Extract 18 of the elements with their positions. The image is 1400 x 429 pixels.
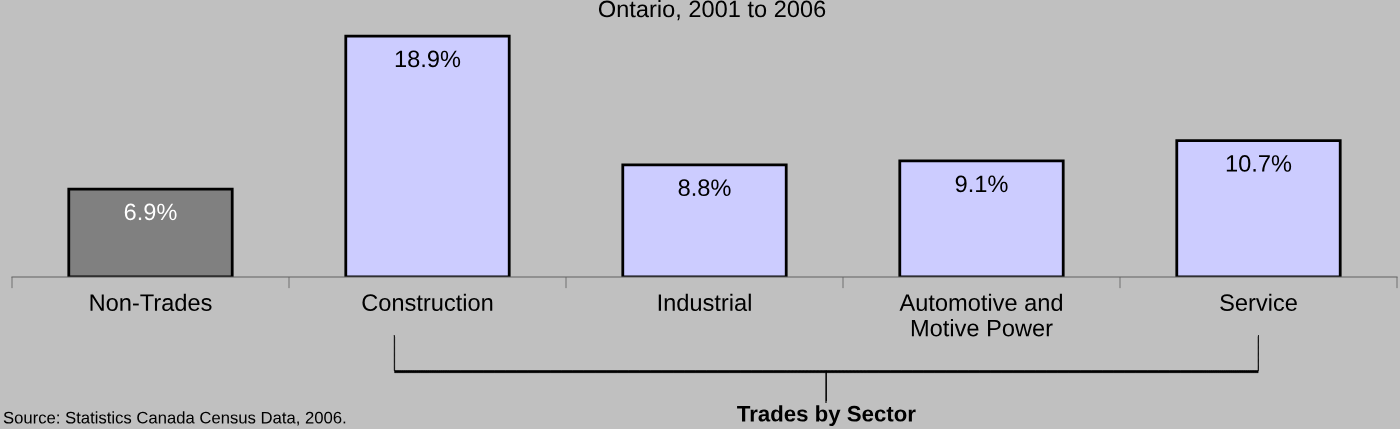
data-label: 9.1% bbox=[955, 175, 1008, 193]
bar bbox=[898, 159, 1065, 277]
data-label: 6.9% bbox=[124, 203, 177, 221]
source-note: Source: Statistics Canada Census Data, 2006. bbox=[3, 411, 346, 426]
bar bbox=[621, 163, 788, 277]
x-tick-label: Industrial bbox=[658, 293, 751, 312]
bar bbox=[1175, 139, 1342, 277]
bar bbox=[67, 187, 234, 277]
x-tick-label: Service bbox=[1220, 293, 1297, 312]
data-label: 18.9% bbox=[395, 50, 461, 68]
x-tick-label: Automotive and Motive Power bbox=[899, 293, 1063, 337]
data-label: 8.8% bbox=[678, 179, 731, 197]
chart-title: Ontario, 2001 to 2006 bbox=[598, 0, 826, 21]
data-label: 10.7% bbox=[1226, 155, 1292, 172]
x-axis-title: Trades by Sector bbox=[737, 405, 916, 426]
bar bbox=[344, 34, 511, 277]
x-tick-label: Non-Trades bbox=[90, 293, 212, 312]
x-tick-label: Construction bbox=[362, 293, 493, 312]
